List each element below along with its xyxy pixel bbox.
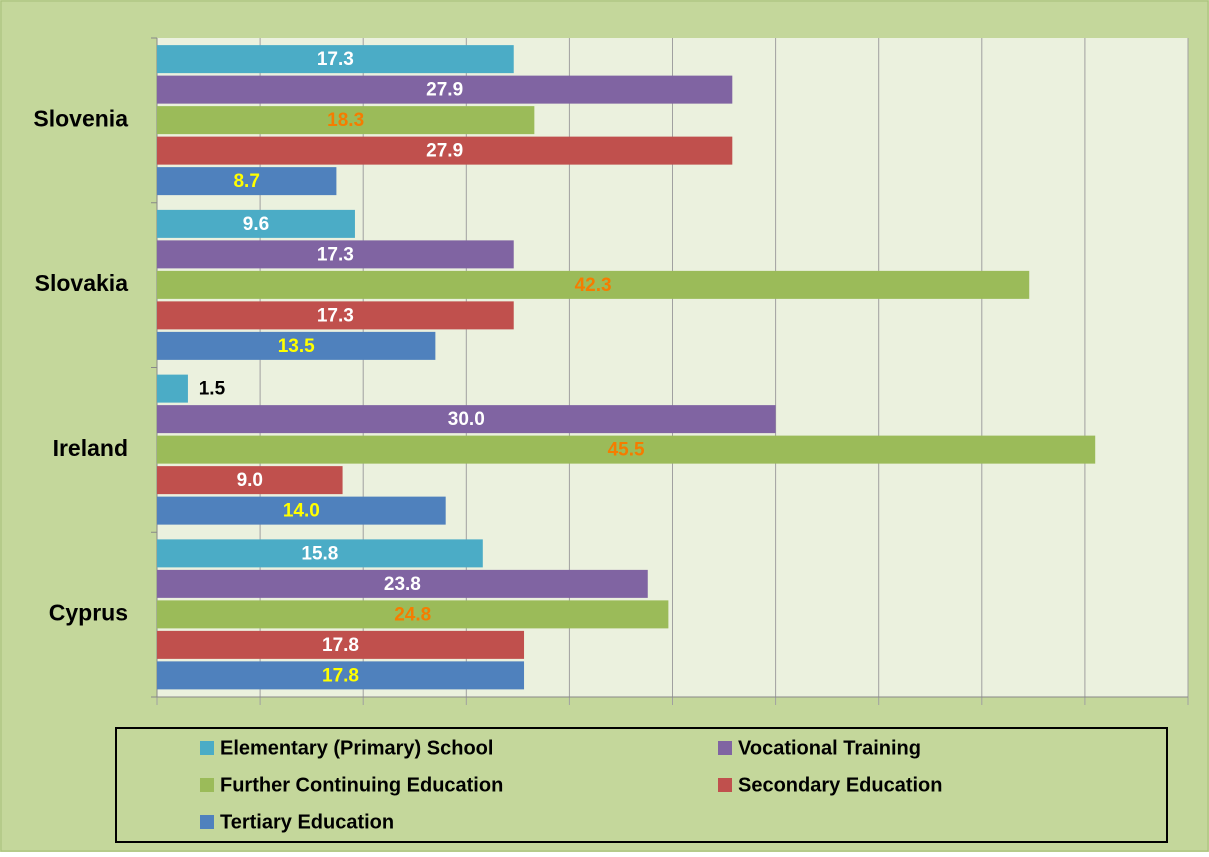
data-label: 17.3 [317,305,354,326]
bar [157,240,514,269]
data-label: 9.6 [243,214,269,235]
bar [157,331,436,360]
data-label: 27.9 [426,141,463,162]
legend-label: Secondary Education [738,774,943,796]
bar [157,569,648,598]
bar [157,539,483,568]
bar [157,301,514,330]
legend-label: Elementary (Primary) School [220,737,493,759]
legend-label: Further Continuing Education [220,774,503,796]
bar [157,209,355,238]
y-tick-label: Ireland [53,435,128,461]
data-label: 45.5 [608,440,645,461]
legend-swatch [718,741,732,755]
legend-box [115,727,1168,843]
data-label: 24.8 [394,604,431,625]
data-label: 27.9 [426,80,463,101]
bar [157,630,525,659]
data-label: 1.5 [199,379,226,400]
legend-swatch [718,778,732,792]
data-label: 23.8 [384,574,421,595]
data-label: 14.0 [283,501,320,522]
data-label: 42.3 [575,275,612,296]
bar [157,466,343,495]
y-tick-label: Slovakia [35,270,129,296]
bar [157,136,733,165]
data-label: 17.3 [317,244,354,265]
y-tick-label: Cyprus [49,600,128,626]
bar [157,45,514,74]
bar [157,106,535,135]
legend-swatch [200,815,214,829]
data-label: 30.0 [448,409,485,430]
data-label: 18.3 [327,110,364,131]
data-label: 9.0 [237,470,263,491]
legend-label: Vocational Training [738,737,921,759]
bar [157,405,776,434]
data-label: 8.7 [233,171,259,192]
data-label: 17.8 [322,635,359,656]
bar [157,167,337,196]
data-label: 17.8 [322,665,359,686]
bar [157,496,446,525]
bar [157,435,1096,464]
legend-label: Tertiary Education [220,811,394,833]
bar [157,75,733,104]
legend-swatch [200,741,214,755]
legend-swatch [200,778,214,792]
bar [157,270,1030,299]
bar [157,600,669,629]
bar [157,661,525,690]
data-label: 15.8 [301,543,338,564]
bar [157,374,188,403]
data-label: 13.5 [278,336,315,357]
data-label: 17.3 [317,49,354,70]
y-tick-label: Slovenia [33,105,128,131]
